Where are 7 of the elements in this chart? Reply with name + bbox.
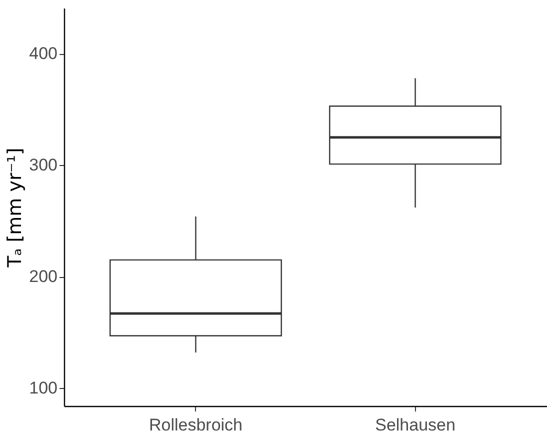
x-tick-label: Rollesbroich [148, 416, 242, 434]
y-tick-label: 300 [29, 156, 58, 175]
x-tick-label: Selhausen [375, 416, 456, 434]
y-axis-title: Tₐ [mm yr⁻¹] [4, 148, 26, 268]
y-tick-label: 100 [29, 378, 58, 398]
y-tick-label: 400 [29, 44, 58, 64]
y-tick-label: 200 [29, 267, 58, 286]
